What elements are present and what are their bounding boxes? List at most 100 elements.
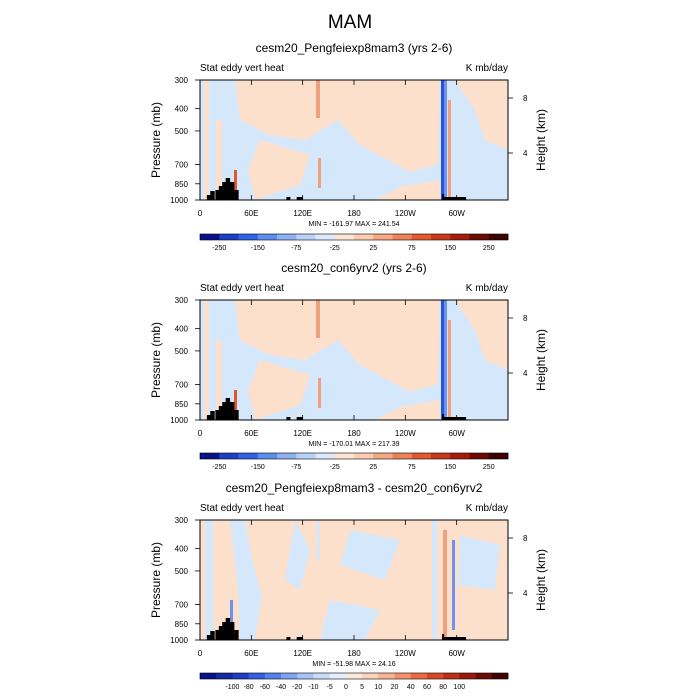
terrain-block: [210, 411, 215, 420]
y-tick-label: 1000: [170, 196, 188, 205]
negative-region: [230, 520, 262, 640]
colorbar-box: [443, 673, 460, 679]
negative-column: [444, 80, 447, 200]
colorbar-frame: [199, 452, 509, 460]
colorbar-box: [362, 673, 379, 679]
y-tick-label: 300: [175, 296, 189, 305]
colorbar-box: [392, 453, 413, 459]
positive-column: [443, 530, 447, 640]
colorbar-box: [378, 673, 395, 679]
colorbar-box: [329, 673, 347, 679]
y-tick-label: 850: [175, 620, 189, 629]
colorbar-box: [469, 453, 490, 459]
colorbar-box: [315, 234, 336, 240]
positive-stripe: [216, 120, 222, 200]
panel-left-label: Stat eddy vert heat: [200, 503, 284, 514]
terrain-block: [286, 417, 291, 420]
colorbar-box: [277, 234, 297, 240]
colorbar-box: [354, 453, 374, 459]
colorbar-label: -250: [212, 464, 226, 471]
negative-column: [441, 300, 444, 420]
y-tick-label: 850: [175, 180, 189, 189]
positive-region: [235, 300, 440, 392]
positive-column: [448, 320, 451, 420]
positive-stripe: [204, 80, 209, 200]
colorbar-box: [354, 234, 374, 240]
x-tick-label: 180: [347, 209, 361, 218]
terrain-block: [234, 190, 239, 200]
colorbar-box: [257, 453, 278, 459]
stats-label: MIN = -161.97 MAX = 241.54: [308, 221, 399, 228]
colorbar-label: -100: [225, 684, 239, 691]
x-tick-label: 120W: [395, 209, 416, 218]
colorbar-box: [394, 673, 412, 679]
terrain-block: [225, 178, 231, 200]
colorbar-label: 250: [483, 464, 495, 471]
stats-label: MIN = -51.98 MAX = 24.16: [312, 661, 395, 668]
terrain-block: [210, 631, 215, 640]
right-tick-label: 4: [523, 149, 528, 158]
x-tick-label: 120E: [293, 209, 312, 218]
panel-3: cesm20_Pengfeiexp8mam3 - cesm20_con6yrv2…: [149, 481, 548, 691]
colorbar-box: [264, 673, 282, 679]
positive-stripe: [204, 300, 209, 420]
right-tick-label: 4: [523, 369, 528, 378]
panel-right-label: K mb/day: [466, 503, 508, 514]
y-axis-label: Pressure (mb): [149, 542, 163, 618]
panel-right-label: K mb/day: [466, 283, 508, 294]
x-tick-label: 0: [198, 209, 203, 218]
y-tick-label: 700: [175, 600, 189, 609]
terrain-block: [442, 194, 445, 200]
positive-region: [248, 140, 310, 200]
colorbar-label: -25: [330, 245, 340, 252]
colorbar-box: [450, 453, 470, 459]
colorbar: -250 -150 -75 -25 25 75 150 250: [199, 452, 509, 471]
y-tick-label: 500: [175, 567, 189, 576]
panel-2: cesm20_con6yrv2 (yrs 2-6) Stat eddy vert …: [149, 261, 548, 471]
positive-column: [234, 170, 237, 195]
colorbar-box: [238, 234, 259, 240]
colorbar-box: [232, 673, 249, 679]
colorbar-box: [345, 673, 363, 679]
right-tick-label: 4: [523, 589, 528, 598]
x-tick-label: 120E: [293, 649, 312, 658]
negative-region: [320, 600, 380, 640]
panel-title: cesm20_con6yrv2 (yrs 2-6): [281, 261, 426, 275]
colorbar-box: [459, 673, 476, 679]
positive-column: [318, 158, 321, 188]
terrain-block: [225, 618, 231, 640]
y-tick-label: 400: [175, 545, 189, 554]
right-tick-label: 8: [523, 94, 528, 103]
colorbar-box: [411, 453, 432, 459]
negative-region: [340, 530, 400, 580]
x-tick-label: 180: [347, 649, 361, 658]
colorbar-box: [297, 673, 314, 679]
colorbar-box: [216, 673, 233, 679]
terrain-block: [218, 186, 224, 200]
terrain-block: [286, 197, 291, 200]
colorbar-box: [450, 234, 470, 240]
x-tick-label: 0: [198, 429, 203, 438]
colorbar-box: [257, 234, 278, 240]
terrain-block: [222, 622, 227, 640]
terrain-block: [215, 630, 220, 640]
colorbar-label: 0: [344, 684, 348, 691]
terrain-block: [234, 410, 239, 420]
colorbar-box: [200, 673, 217, 679]
terrain-block: [234, 630, 239, 640]
x-tick-label: 120W: [395, 429, 416, 438]
positive-region: [248, 360, 310, 420]
colorbar-box: [219, 234, 239, 240]
right-tick-label: 8: [523, 314, 528, 323]
y-tick-label: 1000: [170, 636, 188, 645]
y-axis-label: Pressure (mb): [149, 102, 163, 178]
panel-title: cesm20_Pengfeiexp8mam3 - cesm20_con6yrv2: [226, 481, 483, 495]
stats-label: MIN = -170.01 MAX = 217.39: [308, 441, 399, 448]
colorbar-label: 40: [407, 684, 415, 691]
colorbar-label: 20: [391, 684, 399, 691]
colorbar-box: [313, 673, 330, 679]
colorbar-box: [410, 673, 428, 679]
terrain-block: [442, 634, 445, 640]
terrain-block: [286, 637, 291, 640]
field: [204, 80, 508, 200]
